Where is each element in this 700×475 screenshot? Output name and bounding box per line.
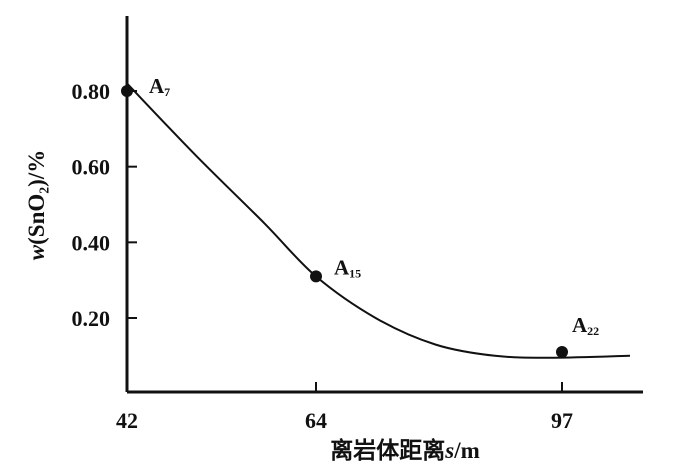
x-tick-label: 42 xyxy=(116,408,138,433)
y-axis-label-rest: (SnO₂)/% xyxy=(24,150,49,245)
y-axis-label-var: w xyxy=(24,244,49,260)
point-label-subscript: 22 xyxy=(587,324,599,338)
x-tick-label: 64 xyxy=(305,408,327,433)
y-tick-label: 0.40 xyxy=(72,230,111,255)
x-axis-label-suffix: /m xyxy=(453,438,480,463)
x-axis-label-var: s xyxy=(444,438,454,463)
point-label-letter: A xyxy=(334,255,350,279)
x-tick-label: 97 xyxy=(551,408,573,433)
y-ticks: 0.20 0.40 0.60 0.80 xyxy=(72,79,137,331)
y-tick-label: 0.80 xyxy=(72,79,111,104)
y-tick-label: 0.20 xyxy=(72,306,111,331)
y-tick-label: 0.60 xyxy=(72,155,111,180)
x-ticks: 42 64 97 xyxy=(116,382,573,433)
x-axis-label: 离岩体距离s/m xyxy=(330,437,480,463)
data-point xyxy=(121,85,133,97)
point-label-subscript: 15 xyxy=(349,266,361,280)
point-label-letter: A xyxy=(572,313,588,337)
data-point xyxy=(556,346,568,359)
data-point xyxy=(310,270,322,283)
point-label: A7 xyxy=(149,74,170,99)
point-label: A22 xyxy=(572,313,599,338)
x-axis-label-prefix: 离岩体距离 xyxy=(330,437,445,463)
series-line xyxy=(126,82,631,359)
point-label-subscript: 7 xyxy=(164,85,170,99)
y-axis-label: w(SnO₂)/% xyxy=(24,150,49,260)
point-label: A15 xyxy=(334,255,361,280)
point-label-letter: A xyxy=(149,74,165,98)
